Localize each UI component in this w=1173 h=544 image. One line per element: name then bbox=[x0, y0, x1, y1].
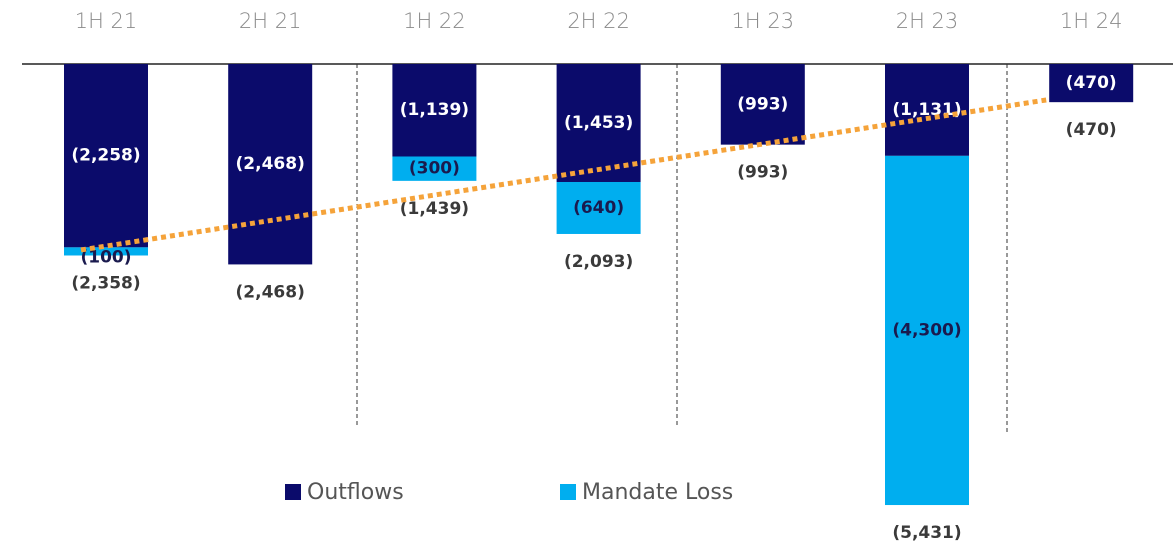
x-tick-label: 2H 23 bbox=[896, 9, 959, 33]
data-label: (300) bbox=[409, 159, 460, 179]
data-label: (100) bbox=[80, 247, 131, 267]
total-label: (2,358) bbox=[71, 273, 140, 293]
total-label: (2,468) bbox=[236, 282, 305, 302]
trend-line bbox=[80, 97, 1047, 253]
legend-label: Outflows bbox=[307, 480, 404, 505]
data-label: (4,300) bbox=[892, 320, 961, 340]
bars bbox=[64, 64, 1134, 506]
bar-segment bbox=[556, 64, 641, 182]
legend-label: Mandate Loss bbox=[582, 480, 733, 505]
bar-segment bbox=[720, 64, 805, 145]
bar-segment bbox=[1049, 64, 1134, 103]
data-label: (993) bbox=[737, 94, 788, 114]
total-label: (993) bbox=[737, 163, 788, 183]
x-tick-label: 1H 22 bbox=[403, 9, 466, 33]
x-tick-label: 2H 22 bbox=[567, 9, 630, 33]
data-label: (640) bbox=[573, 198, 624, 218]
data-label: (2,258) bbox=[71, 146, 140, 166]
legend-swatch bbox=[285, 484, 301, 500]
bar-segment bbox=[885, 155, 969, 506]
overlay: (2,258) (100) (2,358) (2,468) (2,468) (1,139)… bbox=[71, 73, 1116, 543]
x-tick-label: 1H 21 bbox=[75, 9, 138, 33]
bar-segment bbox=[228, 64, 313, 265]
total-label: (2,093) bbox=[564, 252, 633, 272]
x-tick-label: 2H 21 bbox=[239, 9, 302, 33]
data-label: (2,468) bbox=[236, 154, 305, 174]
bar-segment bbox=[392, 156, 477, 181]
separators bbox=[356, 64, 1008, 435]
x-tick-label: 1H 24 bbox=[1060, 9, 1123, 33]
bar-segment bbox=[556, 181, 641, 234]
total-label: (1,439) bbox=[400, 199, 469, 219]
data-label: (1,453) bbox=[564, 113, 633, 133]
total-label: (5,431) bbox=[892, 523, 961, 543]
data-label: (1,139) bbox=[400, 100, 469, 120]
bar-segment bbox=[392, 64, 477, 157]
bar-segment bbox=[64, 247, 148, 256]
legend-swatch bbox=[560, 484, 576, 500]
x-tick-label: 1H 23 bbox=[732, 9, 795, 33]
bar-segment bbox=[64, 64, 148, 248]
total-label: (470) bbox=[1066, 120, 1117, 140]
data-label: (470) bbox=[1066, 73, 1117, 93]
bar-segment bbox=[885, 64, 969, 156]
